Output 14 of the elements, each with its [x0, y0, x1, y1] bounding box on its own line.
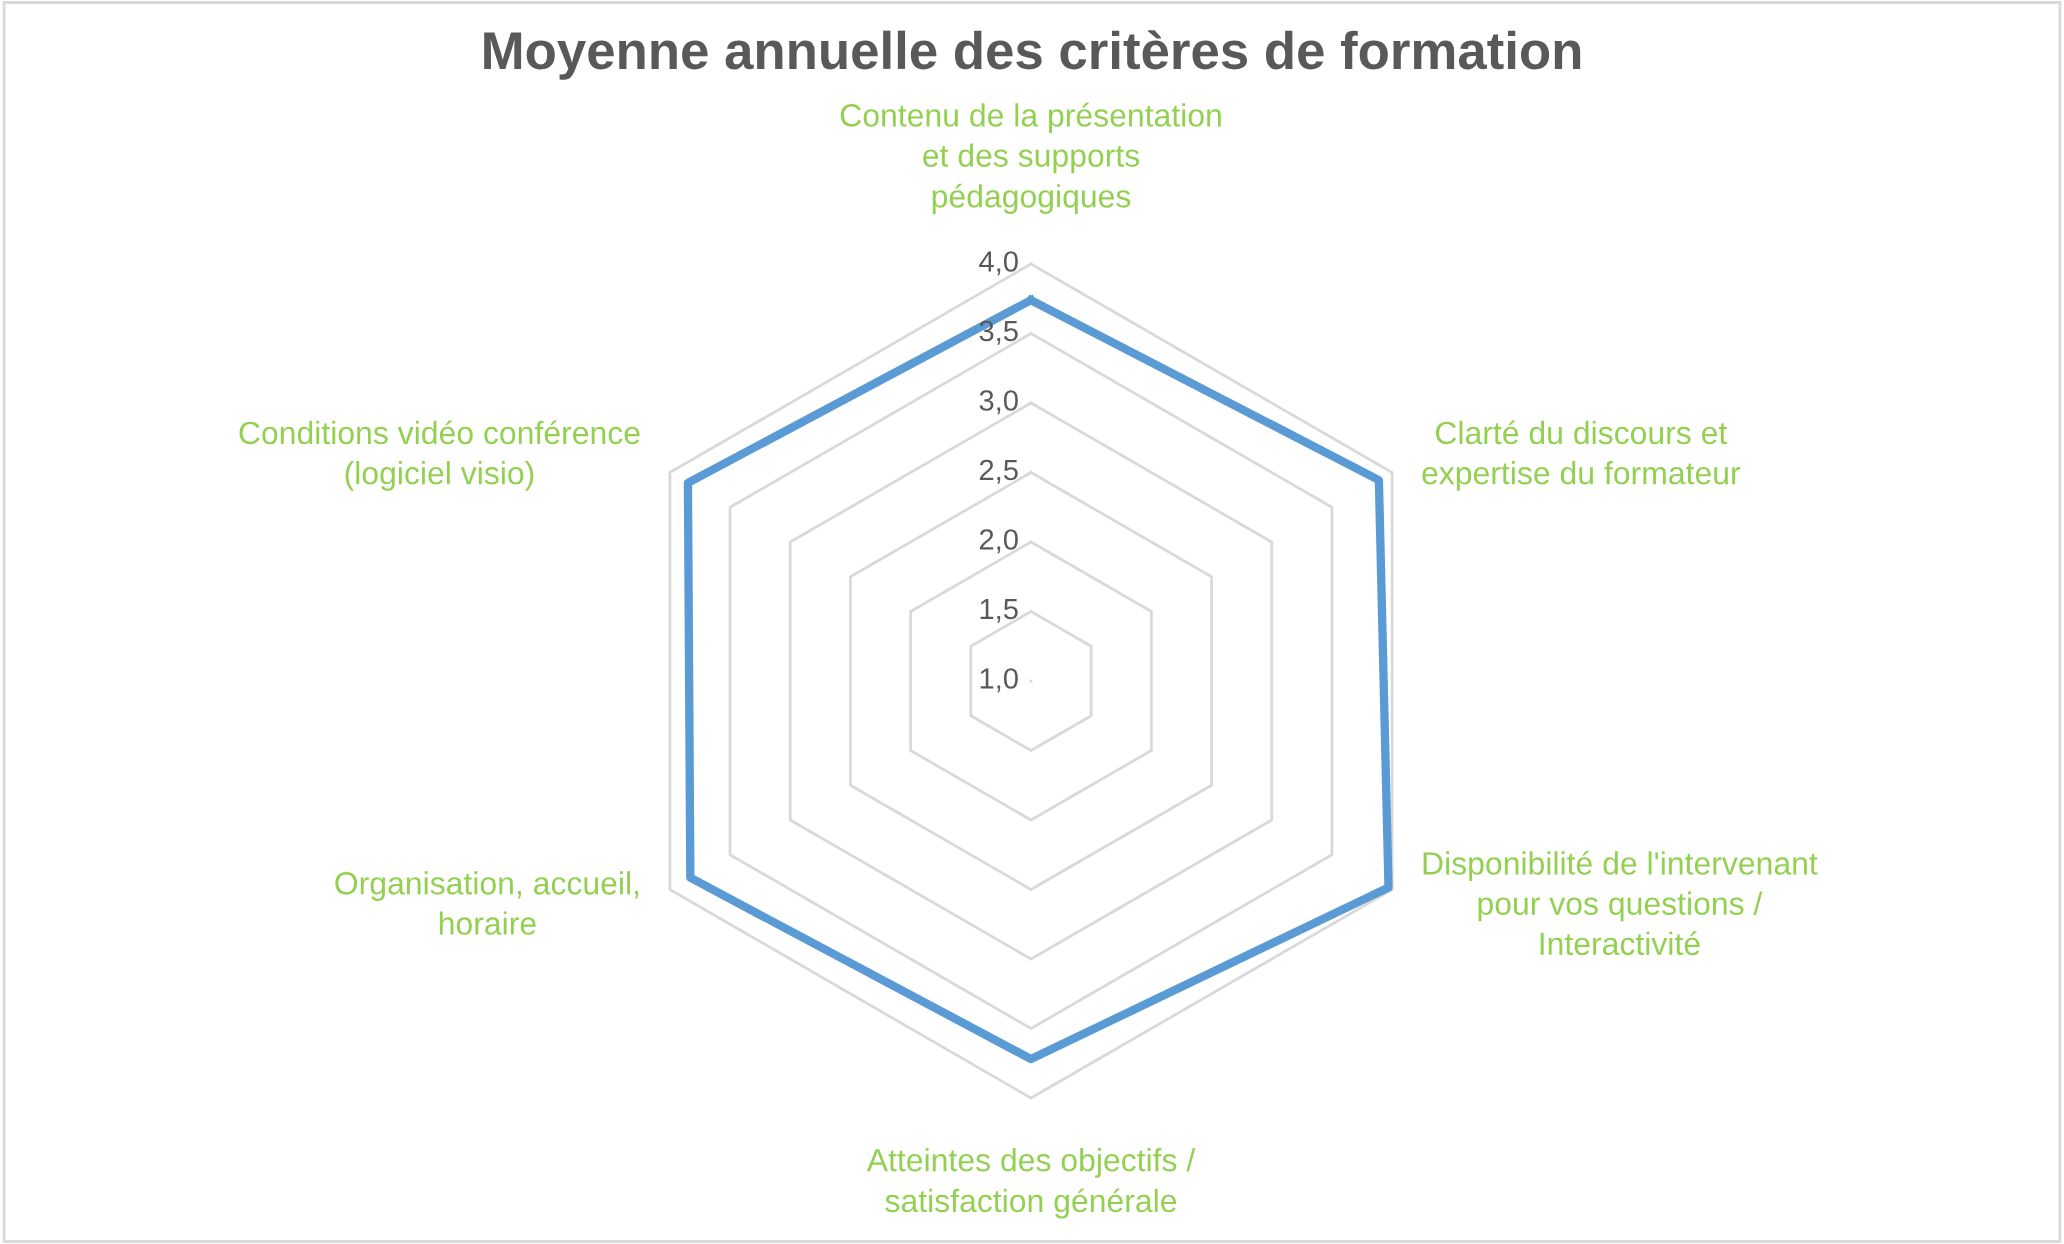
- y-tick-label: 3,5: [979, 320, 1018, 345]
- spoke-label: Atteintes des objectifs / satisfaction générale: [866, 1148, 1196, 1219]
- spoke-label: Disponibilité de l'intervenant pour vos questions / Interactivité: [1423, 850, 1818, 956]
- y-tick-label: 2,0: [979, 529, 1018, 554]
- spoke-label: Contenu de la présentation et des supports pédagogiques: [840, 102, 1221, 214]
- y-tick-label: 1,5: [980, 598, 1018, 623]
- y-tick-label: 2,5: [979, 459, 1018, 484]
- chart-title: Moyenne annuelle des critères de formation: [484, 30, 1581, 80]
- spoke-label: Organisation, accueil, horaire: [335, 871, 639, 935]
- y-tick-label: 4,0: [979, 251, 1018, 276]
- y-tick-label: 3,0: [979, 390, 1018, 415]
- spoke-label: Clarté du discours et expertise du formateur: [1422, 420, 1741, 491]
- y-tick-label: 1,0: [980, 668, 1018, 693]
- spoke-label: Conditions vidéo conférence (logiciel visio): [239, 420, 640, 491]
